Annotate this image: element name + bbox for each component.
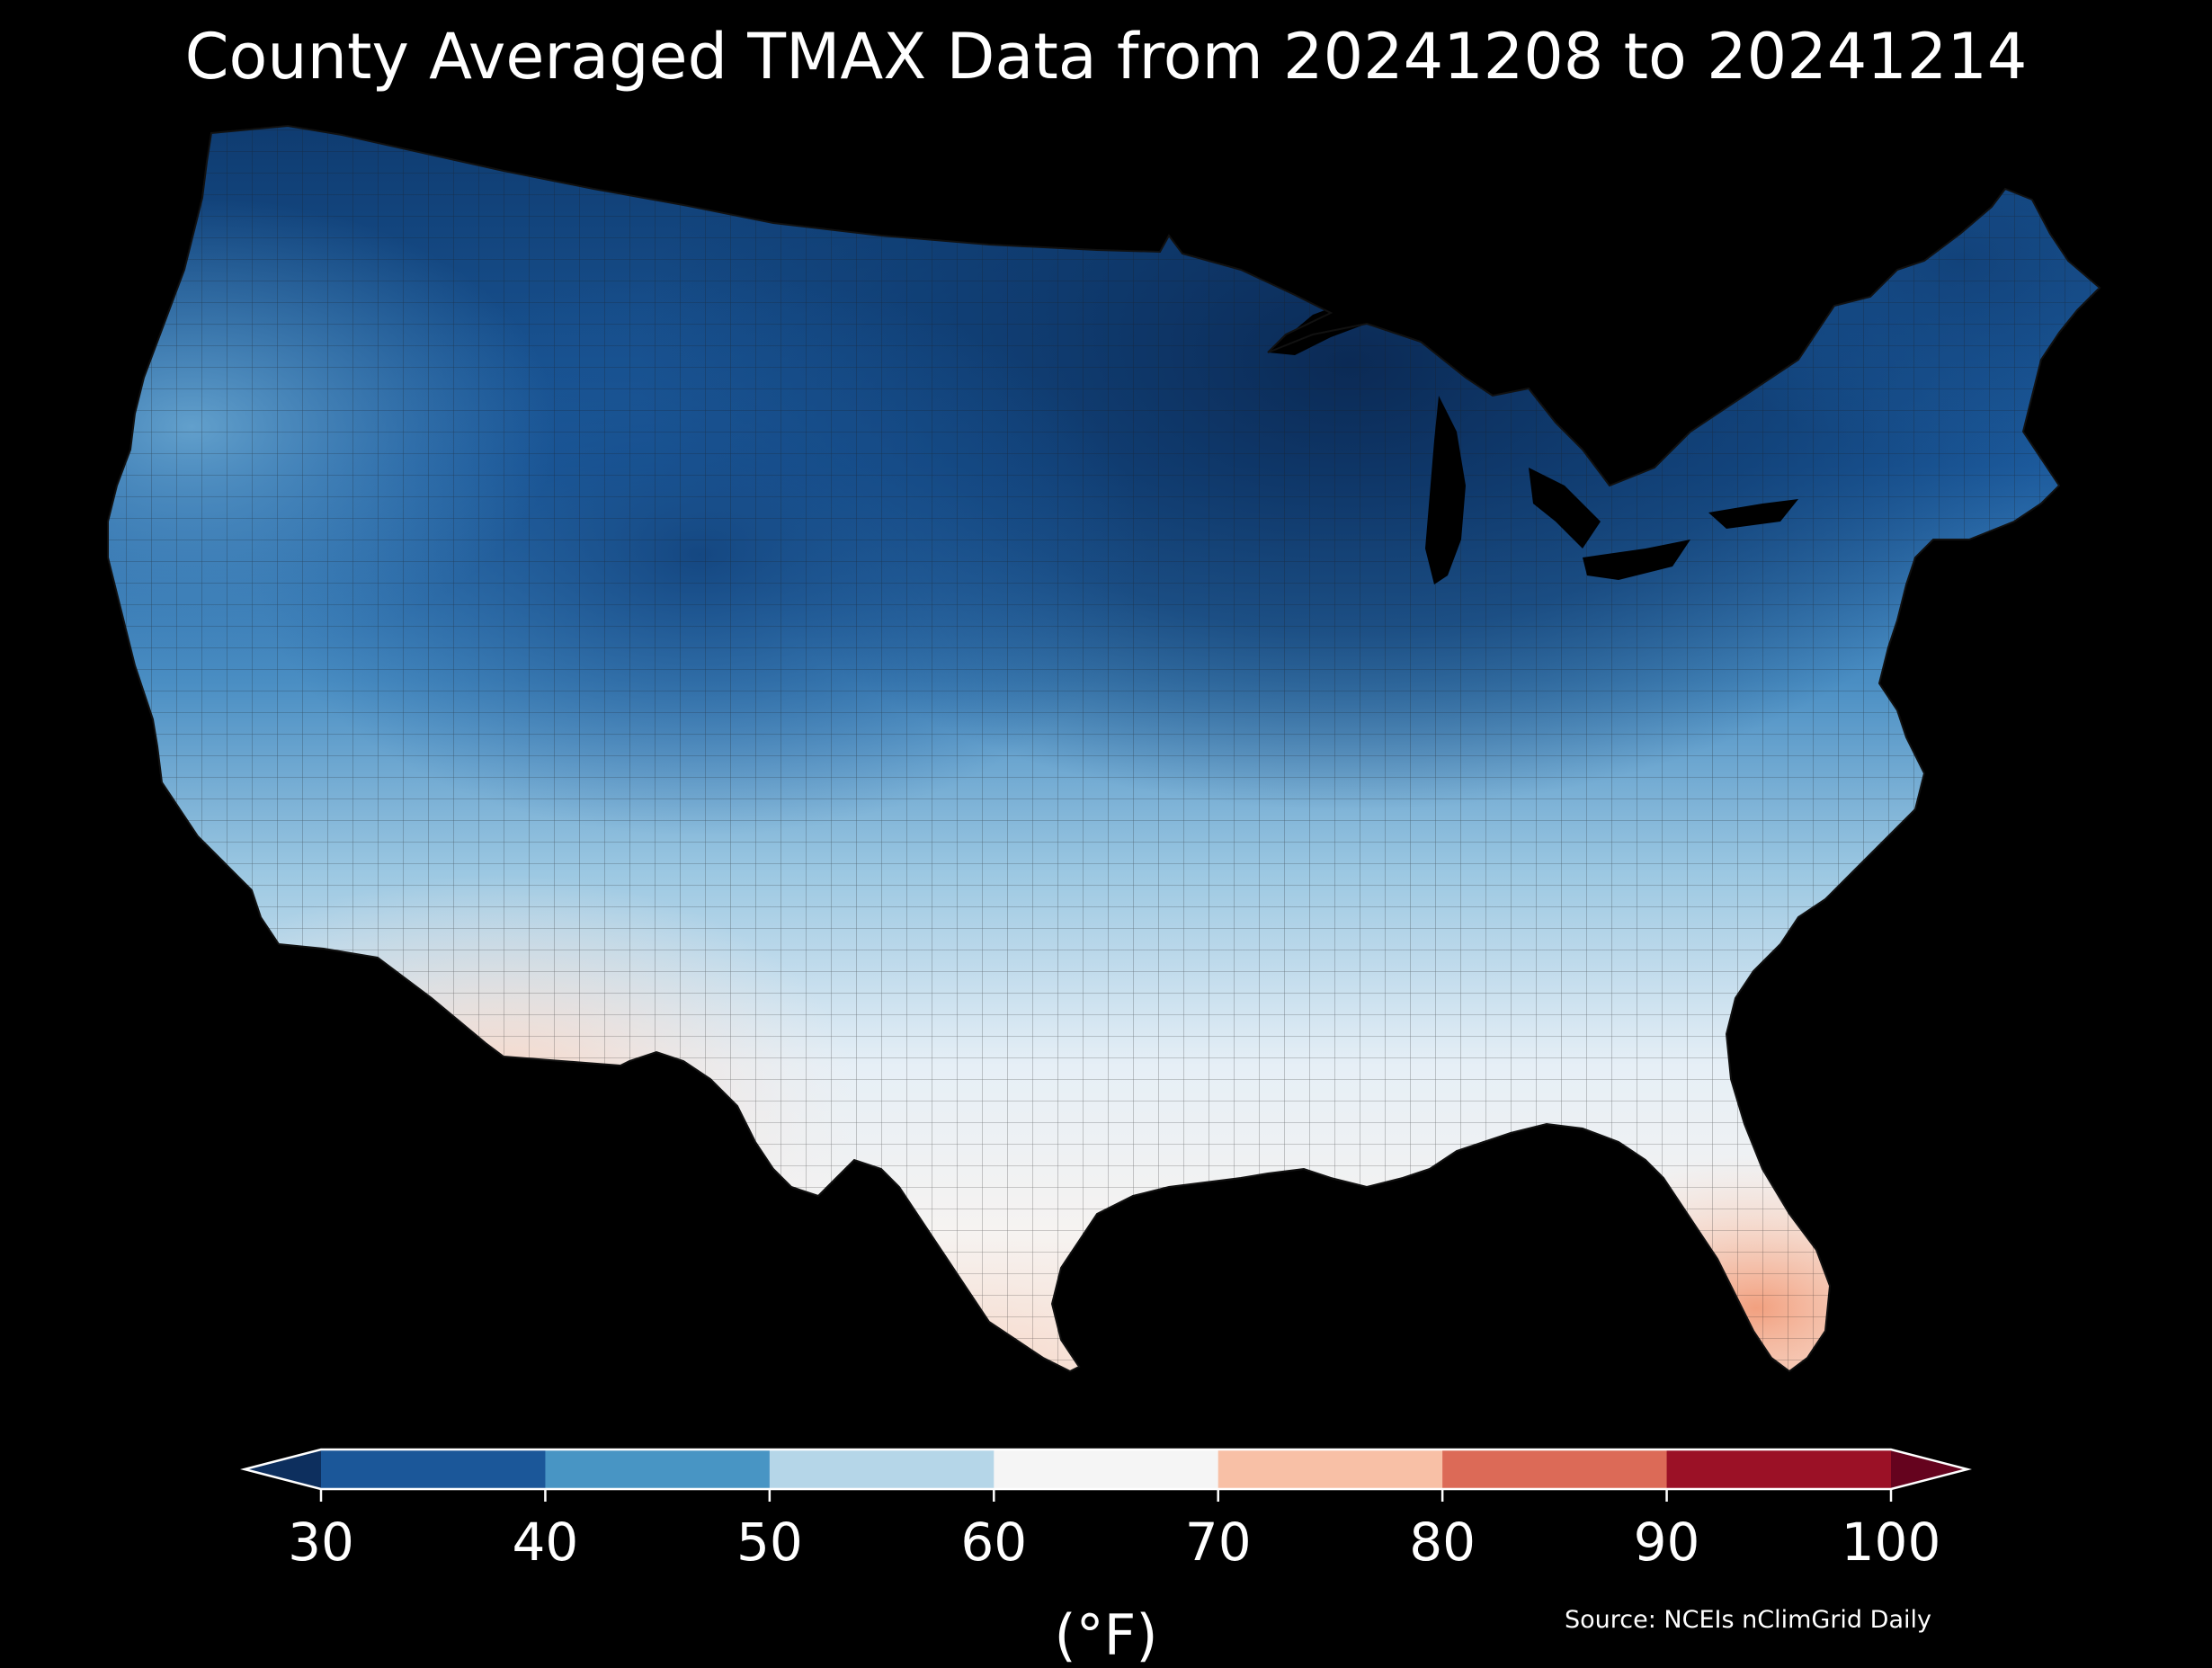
- colorbar-tick-label: 70: [1184, 1512, 1252, 1573]
- colorbar-tick-label: 60: [960, 1512, 1028, 1573]
- colorbar-over-arrow: [1891, 1449, 1967, 1489]
- colorbar-bin-80-90: [1442, 1449, 1668, 1489]
- colorbar-tick-label: 80: [1409, 1512, 1476, 1573]
- source-credit: Source: NCEIs nClimGrid Daily: [1565, 1606, 1931, 1634]
- colorbar-bin-60-70: [994, 1449, 1219, 1489]
- colorbar-tick-label: 100: [1841, 1512, 1941, 1573]
- colorbar-bin-70-80: [1217, 1449, 1443, 1489]
- us-outline: [107, 124, 2101, 1373]
- colorbar-ticks: [319, 1489, 1893, 1502]
- colorbar-tick-label: 50: [736, 1512, 803, 1573]
- county-map-svg: [107, 124, 2101, 1373]
- colorbar-outline: [240, 1448, 1972, 1491]
- colorbar-unit-label: (°F): [1054, 1602, 1158, 1668]
- colorbar-bin-30-40: [321, 1449, 546, 1489]
- county-fill-layer: [108, 126, 2100, 1371]
- colorbar-bins: [321, 1449, 1892, 1489]
- colorbar-bin-50-60: [769, 1449, 995, 1489]
- great-lakes: [1268, 301, 1798, 584]
- colorbar-bin-90-100: [1666, 1449, 1892, 1489]
- colorbar-tick-label: 90: [1633, 1512, 1700, 1573]
- colorbar-tick-label: 30: [288, 1512, 354, 1573]
- colorbar-under-arrow: [245, 1449, 321, 1489]
- map-title: County Averaged TMAX Data from 20241208 …: [184, 20, 2028, 94]
- county-map: [107, 124, 2101, 1373]
- colorbar-tick-label: 40: [512, 1512, 579, 1573]
- colorbar-bin-40-50: [545, 1449, 771, 1489]
